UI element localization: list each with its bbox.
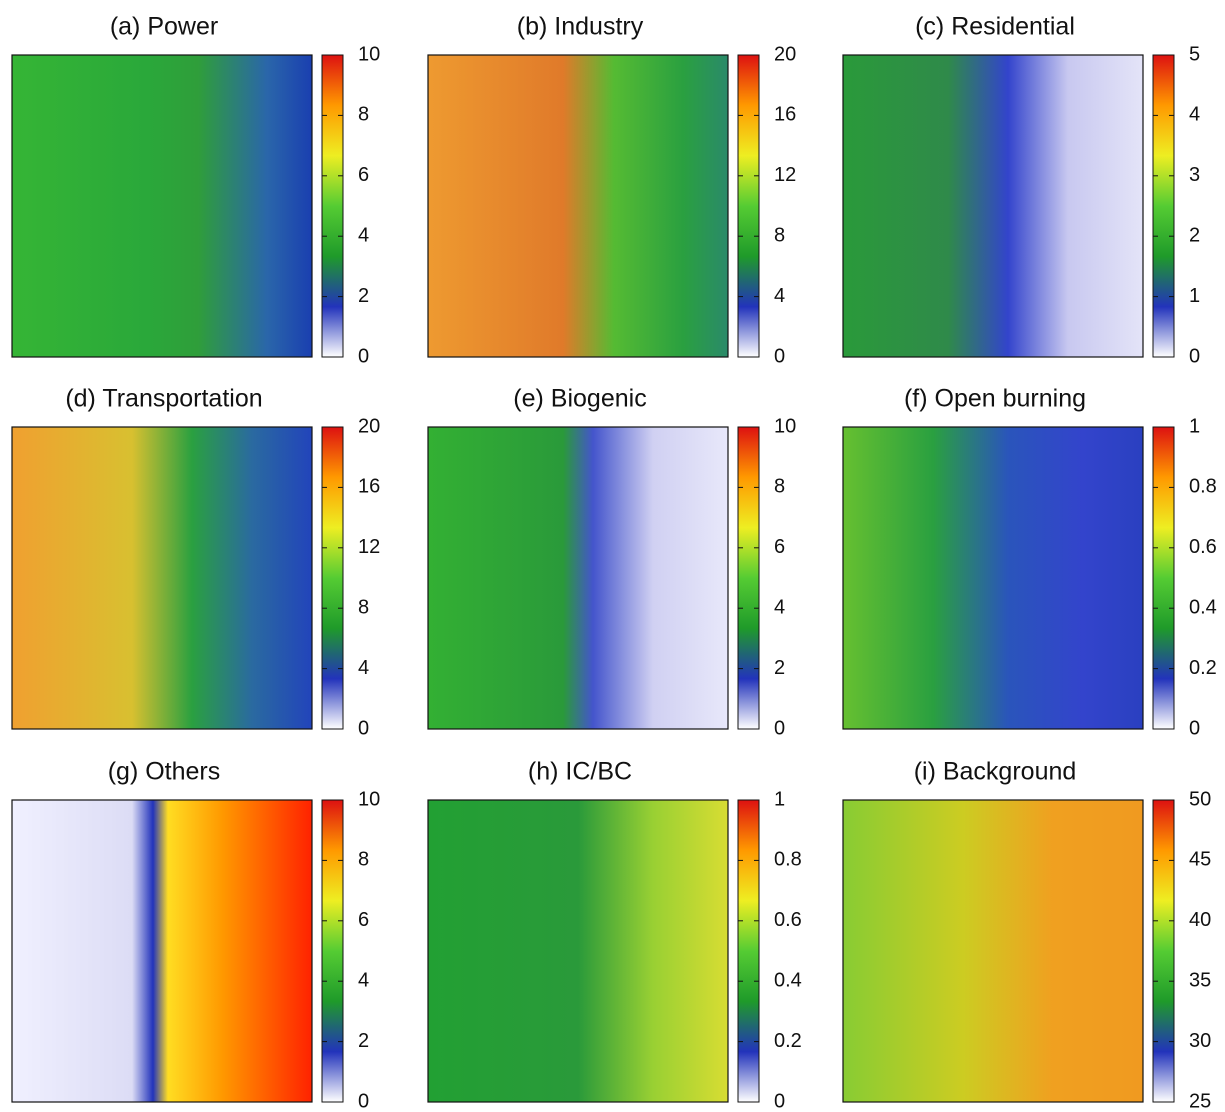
colorbar-tick-label: 45: [1189, 849, 1211, 871]
colorbar-tick-label: 8: [358, 849, 369, 871]
colorbar-tick-label: 30: [1189, 1030, 1211, 1052]
map-field: [12, 800, 312, 1102]
colorbar: [322, 55, 343, 357]
colorbar-tick-label: 4: [1189, 104, 1200, 126]
colorbar-tick-label: 20: [774, 43, 796, 65]
panel-title: (b) Industry: [517, 13, 644, 41]
colorbar-tick-label: 0: [774, 1090, 785, 1112]
colorbar-tick-label: 4: [358, 657, 369, 679]
map-field: [428, 55, 728, 357]
colorbar-tick-label: 40: [1189, 909, 1211, 931]
colorbar-tick-label: 4: [774, 596, 785, 618]
colorbar-tick-label: 0.4: [1189, 596, 1217, 618]
colorbar-tick-label: 4: [774, 285, 785, 307]
colorbar-tick-label: 16: [358, 476, 380, 498]
colorbar-tick-label: 25: [1189, 1090, 1211, 1112]
colorbar-tick-label: 0.8: [1189, 476, 1217, 498]
panel-title: (f) Open burning: [904, 385, 1086, 413]
map-field: [12, 55, 312, 357]
colorbar-tick-label: 12: [774, 164, 796, 186]
map-field: [428, 427, 728, 729]
panel-title: (e) Biogenic: [513, 385, 646, 413]
map-field: [12, 427, 312, 729]
colorbar-tick-label: 8: [774, 224, 785, 246]
map-field: [843, 427, 1143, 729]
colorbar-tick-label: 12: [358, 536, 380, 558]
colorbar-tick-label: 1: [1189, 415, 1200, 437]
colorbar-tick-label: 20: [358, 415, 380, 437]
colorbar-tick-label: 0: [774, 717, 785, 739]
colorbar-tick-label: 5: [1189, 43, 1200, 65]
colorbar-tick-label: 4: [358, 224, 369, 246]
colorbar-tick-label: 6: [774, 536, 785, 558]
figure: (a) Power0246810(b) Industry048121620(c)…: [0, 0, 1225, 1112]
colorbar: [738, 55, 759, 357]
colorbar: [1153, 427, 1174, 729]
map-field: [843, 55, 1143, 357]
colorbar-tick-label: 10: [358, 788, 380, 810]
panel-title: (h) IC/BC: [528, 758, 632, 786]
colorbar-tick-label: 50: [1189, 788, 1211, 810]
colorbar: [738, 800, 759, 1102]
colorbar: [738, 427, 759, 729]
page: {"chart_data": [ {"type": "heatmap", "ti…: [0, 0, 1225, 1112]
colorbar-tick-label: 2: [1189, 224, 1200, 246]
colorbar-tick-label: 10: [358, 43, 380, 65]
colorbar-tick-label: 0.6: [1189, 536, 1217, 558]
colorbar-tick-label: 3: [1189, 164, 1200, 186]
colorbar-tick-label: 2: [774, 657, 785, 679]
colorbar-tick-label: 16: [774, 104, 796, 126]
panel-title: (i) Background: [914, 758, 1077, 786]
colorbar-tick-label: 0.2: [774, 1030, 802, 1052]
colorbar-tick-label: 1: [1189, 285, 1200, 307]
map-field: [843, 800, 1143, 1102]
colorbar-tick-label: 0.4: [774, 969, 802, 991]
colorbar: [322, 800, 343, 1102]
colorbar-tick-label: 10: [774, 415, 796, 437]
map-field: [428, 800, 728, 1102]
colorbar-tick-label: 0.2: [1189, 657, 1217, 679]
colorbar-tick-label: 0: [1189, 345, 1200, 367]
colorbar-tick-label: 8: [774, 476, 785, 498]
colorbar-tick-label: 8: [358, 596, 369, 618]
colorbar-tick-label: 0: [358, 717, 369, 739]
colorbar-tick-label: 0.6: [774, 909, 802, 931]
panel-title: (d) Transportation: [65, 385, 262, 413]
colorbar-tick-label: 0: [1189, 717, 1200, 739]
colorbar-tick-label: 4: [358, 969, 369, 991]
colorbar-tick-label: 6: [358, 909, 369, 931]
colorbar-tick-label: 1: [774, 788, 785, 810]
colorbar-tick-label: 0: [358, 1090, 369, 1112]
colorbar-tick-label: 35: [1189, 969, 1211, 991]
panel-title: (g) Others: [108, 758, 221, 786]
colorbar-tick-label: 8: [358, 104, 369, 126]
colorbar-tick-label: 0: [774, 345, 785, 367]
colorbar-tick-label: 2: [358, 285, 369, 307]
colorbar-tick-label: 6: [358, 164, 369, 186]
colorbar-tick-label: 0.8: [774, 849, 802, 871]
colorbar: [322, 427, 343, 729]
colorbar: [1153, 800, 1174, 1102]
colorbar-tick-label: 2: [358, 1030, 369, 1052]
colorbar: [1153, 55, 1174, 357]
panel-title: (c) Residential: [915, 13, 1075, 41]
panel-title: (a) Power: [110, 13, 218, 41]
colorbar-tick-label: 0: [358, 345, 369, 367]
